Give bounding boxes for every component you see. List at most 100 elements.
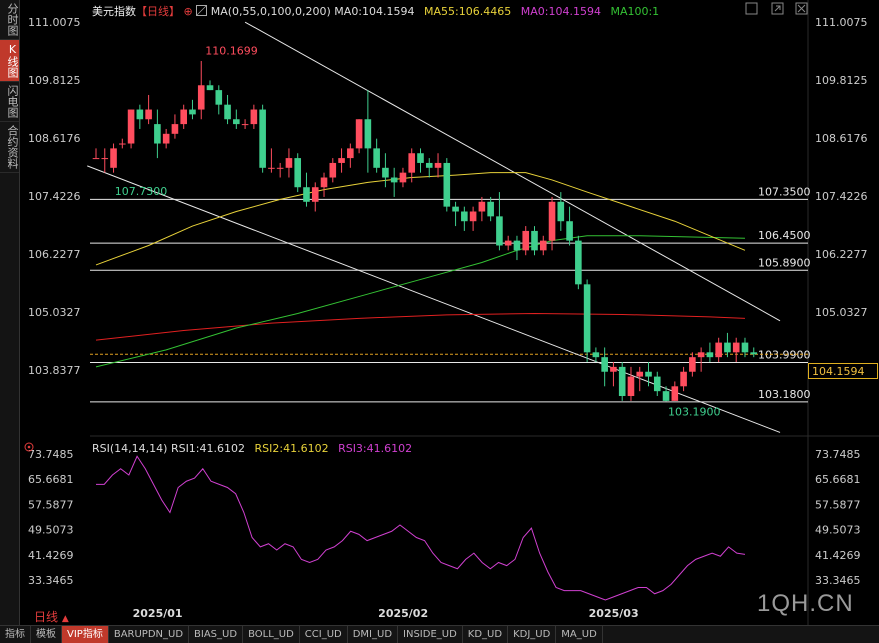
candle-body [215, 90, 223, 105]
level-label: 106.4500 [758, 229, 811, 242]
candle [724, 332, 731, 358]
tab-kline[interactable]: K线图 [0, 40, 19, 82]
candle-body [276, 167, 284, 169]
candle-body [206, 85, 214, 91]
candle [697, 347, 705, 372]
price-tick-left: 109.8125 [28, 74, 81, 87]
tab-dmi[interactable]: DMI_UD [348, 626, 399, 643]
candle-body [522, 230, 530, 251]
price-tick-right: 111.0075 [815, 16, 868, 29]
grid [90, 0, 879, 625]
candle [355, 119, 363, 154]
tab-bias[interactable]: BIAS_UD [189, 626, 244, 643]
candle [583, 279, 591, 363]
candle [522, 226, 530, 256]
moving-averages [95, 172, 746, 368]
price-annotations: 110.1699 107.7300 103.1900 [115, 44, 721, 418]
chart-header: 美元指数【日线】 ⊕ MA(0,55,0,100,0,200) MA0:104.… [92, 3, 659, 19]
candle [671, 381, 679, 401]
candle-body [347, 148, 354, 159]
candle-body [382, 167, 389, 178]
candle-body [557, 201, 565, 222]
ma100-value: MA100:1 [610, 5, 660, 18]
tab-flash[interactable]: 闪电图 [0, 82, 19, 122]
tab-timeshare[interactable]: 分时图 [0, 0, 19, 40]
candle [382, 153, 389, 188]
rsi-tick-right: 57.5877 [815, 498, 861, 511]
candle [189, 99, 196, 120]
candle [197, 60, 205, 120]
tab-contract-info[interactable]: 合约资料 [0, 122, 19, 173]
candle [566, 206, 573, 246]
tab-ma[interactable]: MA_UD [556, 626, 603, 643]
ma0b-value: MA0:104.1594 [520, 5, 601, 18]
tab-cci[interactable]: CCI_UD [300, 626, 348, 643]
candle-body [285, 158, 293, 168]
annotation-label: 103.1900 [668, 405, 721, 418]
candle-body [320, 177, 328, 188]
candle-body [724, 342, 731, 353]
candle-body [680, 371, 687, 387]
price-tick-right: 105.0327 [815, 306, 868, 319]
period-name[interactable]: 【日线】 [136, 5, 180, 18]
indicator-icon[interactable] [196, 5, 208, 16]
maximize-icon[interactable] [771, 2, 784, 15]
candle [469, 206, 477, 231]
candle-body [645, 371, 652, 377]
candle [373, 138, 380, 173]
candle-body [268, 167, 275, 169]
candle [636, 366, 644, 392]
candle [452, 201, 459, 227]
candle-body [610, 366, 617, 372]
candle [136, 104, 144, 129]
ma55-value: MA55:106.4465 [424, 5, 512, 18]
candle [618, 362, 626, 401]
level-label: 103.9900 [758, 349, 811, 362]
candle-body [119, 143, 126, 145]
candle-body [478, 201, 486, 212]
candle [294, 153, 302, 193]
candle-body [338, 158, 345, 163]
candle [92, 148, 100, 160]
rsi-settings-icon[interactable] [24, 442, 34, 452]
candle [680, 366, 687, 392]
candle-body [627, 376, 635, 397]
tab-templates[interactable]: 模板 [31, 626, 62, 643]
time-label: 2025/03 [589, 607, 639, 620]
tab-indicators[interactable]: 指标 [0, 626, 31, 643]
candle [689, 352, 696, 377]
candle-body [662, 391, 670, 401]
rsi3-value: RSI3:41.6102 [338, 442, 413, 455]
tab-inside[interactable]: INSIDE_UD [398, 626, 463, 643]
close-icon[interactable] [795, 2, 808, 15]
candle [311, 182, 319, 212]
rsi-tick-right: 73.7485 [815, 448, 861, 461]
tab-barupdn[interactable]: BARUPDN_UD [109, 626, 190, 643]
rsi-panel: 73.7485 73.7485 65.6681 65.6681 57.5877 57.58… [28, 448, 861, 601]
candle [513, 235, 521, 261]
candle [154, 109, 161, 159]
candle-body [373, 148, 380, 168]
candle [539, 235, 547, 256]
trendlines [87, 21, 781, 433]
candle-body [452, 206, 459, 212]
rsi1-value: RSI1:41.6102 [170, 442, 245, 455]
tab-boll[interactable]: BOLL_UD [243, 626, 300, 643]
candle-body [145, 109, 152, 120]
horizontal-levels: 107.3500 106.4500 105.8900 103.9900 103.1800 [90, 185, 811, 403]
candle [425, 158, 433, 178]
current-price-tag: 104.1594 [808, 363, 878, 379]
price-tick-right: 109.8125 [815, 74, 868, 87]
ma-params: MA(0,55,0,100,0,200) [210, 5, 331, 18]
box-icon[interactable] [745, 2, 758, 15]
time-label: 2025/01 [133, 607, 183, 620]
candle-body [355, 119, 363, 149]
tab-vip-indicators[interactable]: VIP指标 [62, 626, 109, 643]
tab-kdj[interactable]: KDJ_UD [508, 626, 557, 643]
tab-kd[interactable]: KD_UD [463, 626, 509, 643]
candle-body [259, 109, 266, 168]
period-label[interactable]: 日线 ▲ [34, 610, 69, 624]
add-icon[interactable]: ⊕ [183, 5, 193, 18]
ma100-line [95, 235, 745, 368]
candle [487, 196, 494, 222]
